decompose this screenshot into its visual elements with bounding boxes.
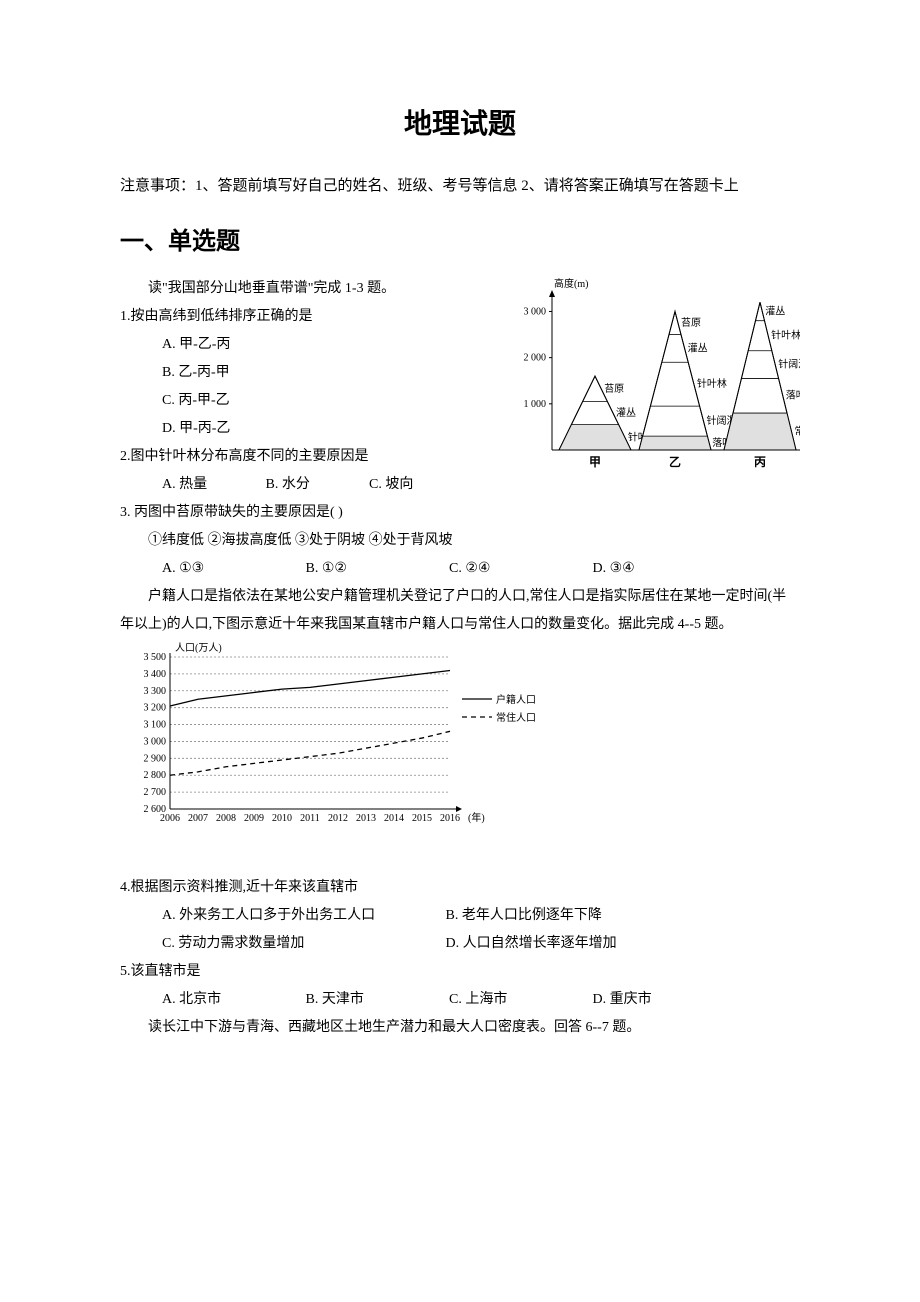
svg-text:针阔混交林: 针阔混交林 [778, 357, 800, 370]
svg-text:2 900: 2 900 [144, 753, 167, 764]
svg-text:灌丛: 灌丛 [616, 407, 636, 419]
q3-stem: 3. 丙图中苔原带缺失的主要原因是( ) [120, 499, 800, 527]
q3-opt-c: C. ②④ [449, 555, 589, 583]
svg-text:落叶阔叶林: 落叶阔叶林 [786, 388, 800, 401]
svg-text:2 700: 2 700 [144, 787, 167, 798]
q5-opt-d: D. 重庆市 [593, 986, 733, 1014]
q4-opt-c: C. 劳动力需求数量增加 [162, 930, 442, 958]
q5-options: A. 北京市 B. 天津市 C. 上海市 D. 重庆市 [120, 986, 800, 1014]
svg-text:1 000: 1 000 [524, 398, 547, 409]
svg-text:户籍人口: 户籍人口 [496, 693, 536, 706]
q4-opt-b: B. 老年人口比例逐年下降 [446, 902, 726, 930]
svg-text:丙: 丙 [754, 455, 766, 469]
svg-text:灌丛: 灌丛 [765, 305, 785, 317]
svg-text:(年): (年) [468, 811, 485, 824]
svg-text:高度(m): 高度(m) [554, 277, 588, 290]
q3-options: A. ①③ B. ①② C. ②④ D. ③④ [120, 555, 800, 583]
svg-text:人口(万人): 人口(万人) [175, 642, 222, 654]
q3-opt-d: D. ③④ [593, 555, 733, 583]
section-1-heading: 一、单选题 [120, 221, 800, 264]
q4-options-row1: A. 外来务工人口多于外出务工人口 B. 老年人口比例逐年下降 [120, 902, 800, 930]
q4-stem: 4.根据图示资料推测,近十年来该直辖市 [120, 874, 800, 902]
svg-text:3 000: 3 000 [524, 306, 547, 317]
svg-text:2006: 2006 [160, 813, 180, 824]
svg-text:2015: 2015 [412, 813, 432, 824]
q3-opt-a: A. ①③ [162, 555, 302, 583]
svg-text:3 000: 3 000 [144, 736, 167, 747]
svg-text:乙: 乙 [669, 455, 681, 469]
q4-opt-a: A. 外来务工人口多于外出务工人口 [162, 902, 442, 930]
population-chart-svg: 人口(万人)2 6002 7002 8002 9003 0003 1003 20… [120, 639, 550, 839]
notice-text: 注意事项：1、答题前填写好自己的姓名、班级、考号等信息 2、请将答案正确填写在答… [120, 170, 800, 203]
intro-q4-5: 户籍人口是指依法在某地公安户籍管理机关登记了户口的人口,常住人口是指实际居住在某… [120, 583, 800, 639]
svg-text:常绿阔叶林: 常绿阔叶林 [795, 424, 801, 437]
q5-opt-a: A. 北京市 [162, 986, 302, 1014]
svg-text:苔原: 苔原 [604, 381, 624, 394]
mountain-svg: 高度(m)1 0002 0003 000针叶林灌丛苔原甲落叶阔叶林针阔混交林针叶… [510, 275, 800, 475]
q5-opt-b: B. 天津市 [306, 986, 446, 1014]
q2-opt-b: B. 水分 [266, 471, 366, 499]
svg-text:2 000: 2 000 [524, 352, 547, 363]
q5-opt-c: C. 上海市 [449, 986, 589, 1014]
svg-text:针叶林: 针叶林 [771, 328, 800, 341]
q5-stem: 5.该直辖市是 [120, 958, 800, 986]
svg-text:针叶林: 针叶林 [697, 377, 727, 390]
q2-opt-a: A. 热量 [162, 471, 262, 499]
mountain-diagram: 高度(m)1 0002 0003 000针叶林灌丛苔原甲落叶阔叶林针阔混交林针叶… [510, 275, 800, 475]
svg-text:3 300: 3 300 [144, 685, 167, 696]
svg-text:3 100: 3 100 [144, 719, 167, 730]
q3-opt-b: B. ①② [306, 555, 446, 583]
svg-text:2007: 2007 [188, 813, 208, 824]
svg-text:2009: 2009 [244, 813, 264, 824]
svg-text:3 400: 3 400 [144, 668, 167, 679]
svg-text:3 200: 3 200 [144, 702, 167, 713]
q1-opt-a: A. 甲-乙-丙 [162, 331, 442, 359]
svg-text:2010: 2010 [272, 813, 292, 824]
q1-opt-d: D. 甲-丙-乙 [162, 415, 442, 443]
q4-opt-d: D. 人口自然增长率逐年增加 [446, 930, 726, 958]
svg-text:苔原: 苔原 [681, 316, 701, 329]
population-chart: 人口(万人)2 6002 7002 8002 9003 0003 1003 20… [120, 639, 800, 850]
svg-text:甲: 甲 [589, 455, 601, 469]
svg-text:灌丛: 灌丛 [688, 342, 708, 354]
q1-opt-b: B. 乙-丙-甲 [162, 359, 442, 387]
svg-text:3 500: 3 500 [144, 652, 167, 663]
svg-text:2008: 2008 [216, 813, 236, 824]
svg-text:2013: 2013 [356, 813, 376, 824]
svg-text:常住人口: 常住人口 [496, 711, 536, 724]
svg-text:2014: 2014 [384, 813, 404, 824]
svg-text:2016: 2016 [440, 813, 460, 824]
q1-opt-c: C. 丙-甲-乙 [162, 387, 442, 415]
svg-text:2011: 2011 [300, 813, 320, 824]
q4-options-row2: C. 劳动力需求数量增加 D. 人口自然增长率逐年增加 [120, 930, 800, 958]
q3-circled: ①纬度低 ②海拔高度低 ③处于阴坡 ④处于背风坡 [120, 527, 800, 555]
q2-opt-c: C. 坡向 [369, 471, 469, 499]
svg-text:2012: 2012 [328, 813, 348, 824]
page-title: 地理试题 [120, 100, 800, 150]
intro-q6-7: 读长江中下游与青海、西藏地区土地生产潜力和最大人口密度表。回答 6--7 题。 [120, 1014, 800, 1042]
svg-text:2 800: 2 800 [144, 770, 167, 781]
